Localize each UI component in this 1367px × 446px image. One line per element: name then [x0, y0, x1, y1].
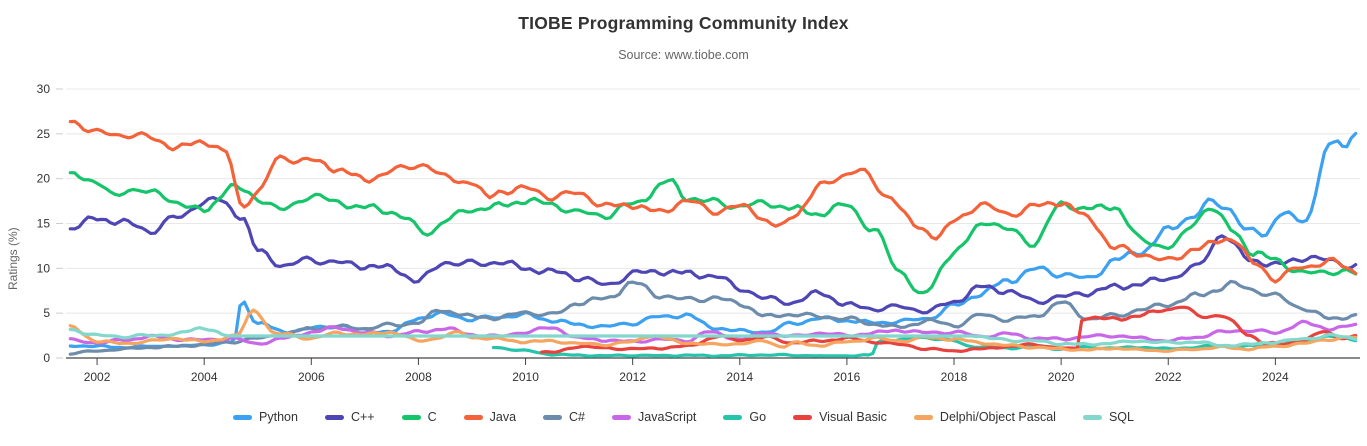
x-tick-label: 2016	[834, 370, 861, 384]
chart-legend: Python C++ C Java C# JavaScript Go Visual Basic…	[0, 410, 1367, 424]
legend-label: C#	[569, 410, 586, 424]
chart-subtitle: Source: www.tiobe.com	[618, 48, 749, 62]
x-tick-label: 2024	[1262, 370, 1289, 384]
series-line-java	[68, 119, 1358, 284]
x-tick-label: 2014	[726, 370, 753, 384]
legend-label: Java	[489, 410, 517, 424]
series-line-visual-basic	[540, 305, 1358, 354]
legend-item-go[interactable]: Go	[723, 410, 766, 424]
legend-line-marker	[324, 414, 344, 420]
y-tick-label: 25	[37, 127, 51, 141]
y-tick-label: 20	[37, 172, 51, 186]
series-line-c	[68, 171, 1358, 295]
series-line-delphi-object-pascal	[68, 308, 1358, 353]
legend-item-sql[interactable]: SQL	[1082, 410, 1134, 424]
legend-line-marker	[612, 414, 632, 420]
legend-line-marker	[793, 414, 813, 420]
legend-item-visual-basic[interactable]: Visual Basic	[793, 410, 887, 424]
legend-label: C	[427, 410, 437, 424]
x-tick-label: 2020	[1048, 370, 1075, 384]
y-tick-label: 10	[37, 261, 51, 275]
series-line-c-	[68, 195, 1358, 315]
legend-label: Delphi/Object Pascal	[939, 410, 1056, 424]
legend-item-c-[interactable]: C#	[543, 410, 585, 424]
legend-label: C++	[350, 410, 375, 424]
legend-line-marker	[1082, 414, 1102, 420]
x-tick-label: 2006	[298, 370, 325, 384]
legend-item-c-[interactable]: C++	[324, 410, 375, 424]
series-line-python	[68, 131, 1358, 350]
legend-line-marker	[913, 414, 933, 420]
legend-line-marker	[233, 414, 253, 420]
legend-label: Go	[749, 410, 767, 424]
x-tick-label: 2008	[405, 370, 432, 384]
legend-line-marker	[401, 414, 421, 420]
legend-item-python[interactable]: Python	[233, 410, 298, 424]
y-tick-label: 0	[43, 351, 50, 365]
legend-label: JavaScript	[638, 410, 697, 424]
chart-title: TIOBE Programming Community Index	[518, 13, 849, 33]
legend-item-java[interactable]: Java	[463, 410, 517, 424]
series-line-javascript	[68, 319, 1358, 346]
x-tick-label: 2002	[84, 370, 111, 384]
x-tick-label: 2022	[1155, 370, 1182, 384]
legend-item-c[interactable]: C	[401, 410, 437, 424]
y-tick-label: 5	[43, 306, 50, 320]
x-tick-label: 2018	[941, 370, 968, 384]
legend-label: Visual Basic	[819, 410, 887, 424]
x-tick-label: 2010	[512, 370, 539, 384]
legend-label: SQL	[1108, 410, 1134, 424]
x-tick-label: 2012	[619, 370, 646, 384]
x-tick-label: 2004	[191, 370, 218, 384]
series-line-sql	[68, 326, 1358, 348]
legend-item-javascript[interactable]: JavaScript	[612, 410, 696, 424]
legend-item-delphi-object-pascal[interactable]: Delphi/Object Pascal	[913, 410, 1056, 424]
legend-line-marker	[463, 414, 483, 420]
legend-line-marker	[543, 414, 563, 420]
y-tick-label: 30	[37, 82, 51, 96]
legend-label: Python	[259, 410, 298, 424]
legend-line-marker	[723, 414, 743, 420]
y-tick-label: 15	[37, 217, 51, 231]
